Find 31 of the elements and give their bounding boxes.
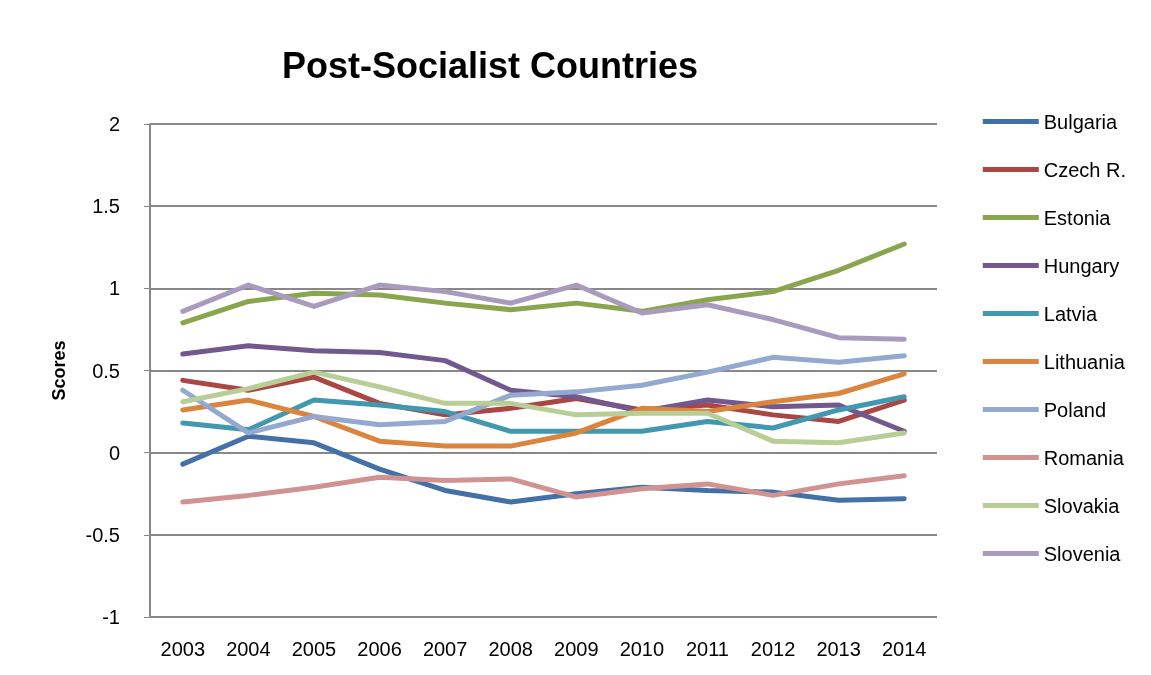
legend-label: Czech R. <box>1043 158 1126 181</box>
y-tick-label: 0.5 <box>92 359 120 382</box>
x-tick-label: 2013 <box>816 638 861 660</box>
y-tick-label: 1.5 <box>92 195 120 218</box>
x-tick-label: 2010 <box>619 638 665 660</box>
legend-label: Latvia <box>1043 302 1098 325</box>
legend-label: Slovenia <box>1043 542 1122 565</box>
x-tick-label: 2003 <box>160 638 206 660</box>
legend-label: Bulgaria <box>1043 110 1119 133</box>
x-tick-label: 2008 <box>488 638 533 660</box>
x-tick-label: 2011 <box>685 638 729 660</box>
x-tick-label: 2006 <box>357 638 402 660</box>
legend-label: Lithuania <box>1043 350 1126 373</box>
y-tick-label: 0 <box>108 441 120 464</box>
x-tick-label: 2012 <box>750 638 796 660</box>
legend-label: Hungary <box>1043 254 1120 277</box>
x-tick-label: 2014 <box>881 638 927 660</box>
y-tick-label: -1 <box>102 606 120 628</box>
x-tick-label: 2005 <box>291 638 337 660</box>
chart-title: Post-Socialist Countries <box>281 44 699 86</box>
legend-label: Poland <box>1043 398 1107 421</box>
y-tick-label: 2 <box>108 113 120 135</box>
y-tick-label: 1 <box>108 277 120 300</box>
x-tick-label: 2004 <box>226 638 271 660</box>
legend-label: Romania <box>1043 446 1125 469</box>
legend-label: Estonia <box>1043 206 1112 229</box>
y-tick-label: -0.5 <box>85 523 120 546</box>
x-tick-label: 2009 <box>554 638 599 660</box>
legend-label: Slovakia <box>1043 494 1121 517</box>
x-tick-label: 2007 <box>422 638 468 660</box>
y-axis-title: Scores <box>49 340 69 401</box>
